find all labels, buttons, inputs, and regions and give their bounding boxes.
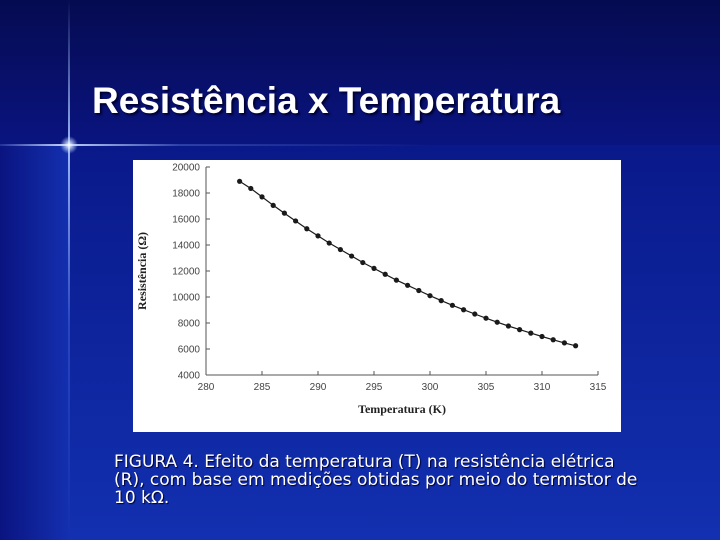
y-tick-label: 4000 bbox=[178, 371, 201, 382]
data-point bbox=[561, 340, 567, 346]
data-point bbox=[449, 302, 455, 308]
data-point bbox=[293, 218, 299, 224]
light-flare-icon bbox=[60, 136, 78, 154]
data-point bbox=[528, 330, 534, 336]
data-point bbox=[573, 343, 579, 349]
data-point bbox=[281, 210, 287, 216]
x-tick-label: 285 bbox=[254, 382, 271, 393]
y-axis-label: Resistência (Ω) bbox=[135, 232, 149, 310]
y-tick-label: 8000 bbox=[178, 319, 201, 330]
data-point bbox=[337, 246, 343, 253]
data-point bbox=[270, 202, 276, 208]
x-tick-label: 280 bbox=[198, 382, 215, 393]
x-tick-label: 295 bbox=[366, 382, 383, 393]
caption-line-3: 10 kΩ. bbox=[114, 488, 170, 508]
data-point bbox=[416, 287, 422, 294]
data-point bbox=[237, 178, 243, 184]
data-point bbox=[248, 185, 254, 192]
data-point bbox=[427, 293, 433, 299]
data-point bbox=[472, 311, 478, 317]
data-point bbox=[517, 327, 523, 333]
y-tick-label: 14000 bbox=[172, 241, 200, 252]
caption-line-1: FIGURA 4. Efeito da temperatura (T) na r… bbox=[114, 452, 615, 472]
y-tick-label: 12000 bbox=[172, 267, 200, 278]
y-tick-label: 20000 bbox=[172, 163, 200, 174]
data-point bbox=[259, 194, 265, 200]
caption-line-2: (R), com base em medições obtidas por me… bbox=[114, 470, 638, 490]
data-point bbox=[349, 253, 355, 259]
horizontal-light-line bbox=[0, 144, 720, 146]
vertical-light-line bbox=[68, 0, 70, 540]
data-point bbox=[315, 233, 321, 239]
slide-title: Resistência x Temperatura bbox=[92, 80, 561, 121]
data-point bbox=[326, 240, 332, 246]
chart-panel: 4000 6000 8000 10000 12000 14000 16000 18000 200… bbox=[133, 160, 621, 432]
data-point bbox=[405, 282, 411, 288]
x-tick-label: 290 bbox=[310, 382, 327, 393]
data-point bbox=[438, 298, 444, 304]
series-line bbox=[239, 180, 576, 347]
x-axis-label: Temperatura (K) bbox=[358, 402, 446, 416]
y-tick-label: 18000 bbox=[172, 189, 200, 200]
data-point bbox=[550, 337, 556, 343]
left-band-background bbox=[0, 145, 70, 540]
header-background bbox=[0, 0, 720, 145]
x-tick-label: 310 bbox=[534, 382, 551, 393]
y-tick-label: 10000 bbox=[172, 293, 200, 304]
data-point bbox=[494, 319, 500, 325]
x-tick-label: 300 bbox=[422, 382, 439, 393]
data-point bbox=[371, 265, 377, 271]
data-point bbox=[304, 226, 310, 232]
data-point bbox=[505, 323, 511, 329]
data-point bbox=[393, 277, 399, 283]
resistance-temperature-chart: 4000 6000 8000 10000 12000 14000 16000 18000 200… bbox=[135, 163, 607, 417]
data-point bbox=[461, 307, 467, 313]
x-tick-label: 315 bbox=[590, 382, 607, 393]
y-tick-label: 16000 bbox=[172, 215, 200, 226]
figure-caption: FIGURA 4. Efeito da temperatura (T) na r… bbox=[114, 453, 674, 507]
data-point bbox=[360, 259, 366, 266]
x-tick-label: 305 bbox=[478, 382, 495, 393]
data-point bbox=[483, 315, 489, 321]
data-point bbox=[382, 271, 388, 277]
data-point bbox=[539, 333, 545, 340]
y-tick-label: 6000 bbox=[178, 345, 201, 356]
